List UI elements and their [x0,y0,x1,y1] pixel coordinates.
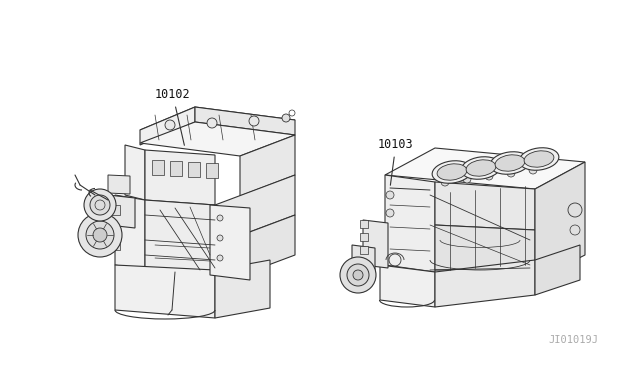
Circle shape [217,235,223,241]
Polygon shape [360,220,368,228]
Polygon shape [110,240,120,250]
Circle shape [84,189,116,221]
Ellipse shape [519,148,559,170]
Ellipse shape [466,160,496,176]
Polygon shape [145,150,215,205]
Ellipse shape [490,152,530,174]
Polygon shape [115,195,145,270]
Circle shape [93,228,107,242]
Polygon shape [240,135,295,196]
Polygon shape [125,145,145,200]
Polygon shape [535,162,585,280]
Polygon shape [145,200,215,275]
Ellipse shape [495,155,525,171]
Circle shape [207,118,217,128]
Polygon shape [360,246,368,254]
Polygon shape [140,107,195,145]
Polygon shape [360,233,368,241]
Ellipse shape [432,161,472,183]
Text: JI01019J: JI01019J [548,335,598,345]
Polygon shape [215,260,270,318]
Polygon shape [385,175,435,272]
Circle shape [78,213,122,257]
Circle shape [217,215,223,221]
Polygon shape [215,215,295,285]
Polygon shape [385,148,585,189]
Circle shape [529,166,537,174]
Polygon shape [115,265,215,318]
Polygon shape [170,161,182,176]
Circle shape [347,264,369,286]
Circle shape [86,221,114,249]
Ellipse shape [461,157,501,179]
Circle shape [217,255,223,261]
Circle shape [507,169,515,177]
Circle shape [90,195,110,215]
Polygon shape [352,245,375,278]
Polygon shape [188,162,200,177]
Polygon shape [140,122,295,156]
Circle shape [353,270,363,280]
Polygon shape [435,260,535,307]
Polygon shape [140,107,295,143]
Polygon shape [435,225,535,270]
Ellipse shape [437,164,467,180]
Polygon shape [195,107,295,135]
Polygon shape [215,175,295,245]
Polygon shape [363,220,388,268]
Polygon shape [110,205,120,215]
Text: 10102: 10102 [155,89,191,145]
Polygon shape [435,182,535,230]
Circle shape [485,172,493,180]
Circle shape [282,114,290,122]
Polygon shape [210,205,250,280]
Polygon shape [206,163,218,178]
Polygon shape [380,265,435,307]
Circle shape [340,257,376,293]
Circle shape [463,175,471,183]
Polygon shape [152,160,164,175]
Ellipse shape [524,151,554,167]
Text: 10103: 10103 [378,138,413,185]
Circle shape [441,178,449,186]
Circle shape [386,191,394,199]
Circle shape [386,209,394,217]
Circle shape [249,116,259,126]
Circle shape [568,203,582,217]
Circle shape [165,120,175,130]
Polygon shape [108,195,135,228]
Polygon shape [108,175,130,194]
Polygon shape [535,245,580,295]
